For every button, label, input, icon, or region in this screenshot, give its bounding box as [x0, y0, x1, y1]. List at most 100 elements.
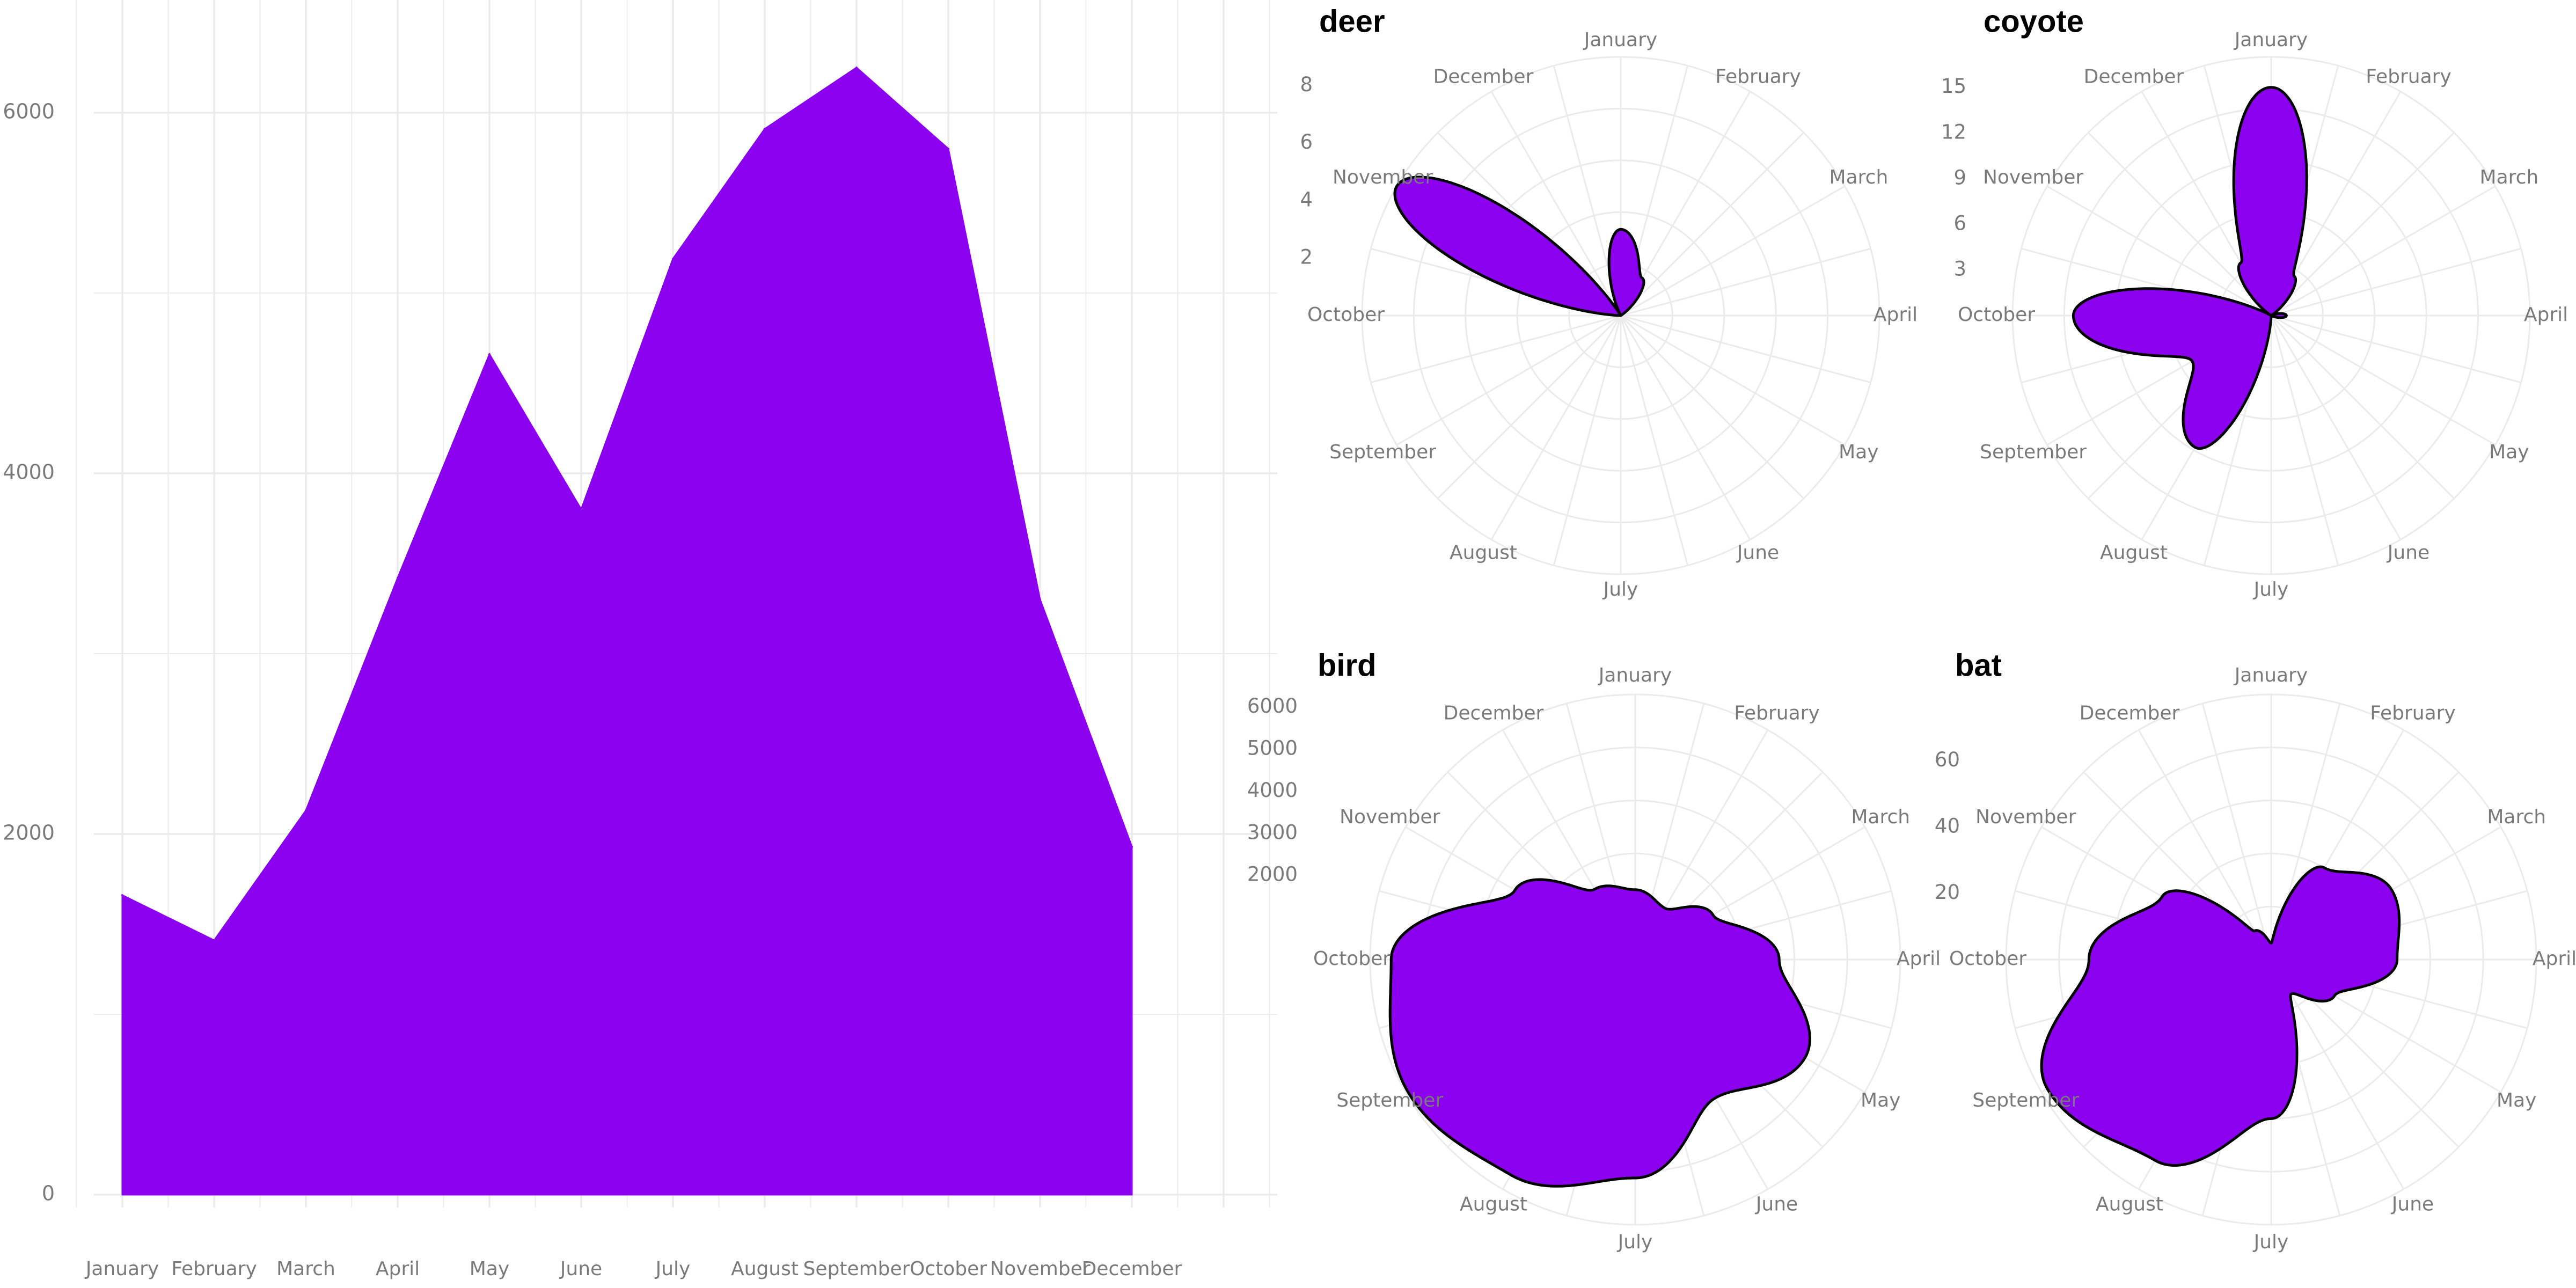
x-tick-label: July: [655, 1258, 691, 1280]
r-tick-label: 6: [1953, 211, 1966, 235]
data-point: [2088, 958, 2090, 961]
polar-spoke: [2270, 132, 2455, 317]
month-label: August: [1450, 541, 1517, 564]
polar-chart-bird: January February March April May June July Augu…: [1247, 648, 1941, 1253]
month-label: July: [2253, 579, 2289, 601]
data-point: [2194, 447, 2196, 448]
x-tick-label: June: [559, 1258, 602, 1280]
month-label: August: [1460, 1193, 1527, 1215]
data-point: [1131, 845, 1133, 848]
r-tick-label: 15: [1941, 75, 1966, 98]
polar-spoke: [1620, 315, 1751, 540]
data-point: [672, 258, 674, 260]
x-tick-label: March: [276, 1258, 335, 1280]
data-point: [1593, 888, 1596, 890]
polar-spoke: [1620, 185, 1846, 317]
area-chart: 0 2000 4000 6000 January February March April Ma…: [3, 0, 1277, 1280]
r-tick-label: 40: [1935, 815, 1960, 838]
data-point: [2270, 314, 2272, 317]
data-point: [1407, 1090, 1409, 1092]
month-label: November: [1333, 166, 1433, 188]
y-tick-label: 4000: [3, 460, 55, 484]
r-tick-label: 3: [1953, 257, 1966, 280]
r-tick-label: 6: [1300, 130, 1313, 153]
polar-spoke: [1620, 247, 1871, 317]
data-point: [2290, 993, 2292, 995]
panel-title: coyote: [1984, 4, 2084, 39]
data-point: [2046, 1088, 2048, 1090]
polar-spoke: [1490, 315, 1622, 540]
data-point: [2270, 1117, 2272, 1119]
month-label: May: [2497, 1089, 2536, 1111]
data-point: [2396, 958, 2398, 961]
data-point: [305, 809, 307, 812]
data-point: [1634, 1177, 1636, 1179]
data-point: [1039, 598, 1041, 601]
month-label: May: [1861, 1089, 1900, 1111]
y-tick-label: 6000: [3, 100, 55, 123]
month-label: November: [1975, 806, 2076, 828]
data-point: [1620, 314, 1622, 317]
data-point: [1390, 958, 1392, 961]
r-tick-label: 2000: [1247, 863, 1298, 886]
x-tick-label: February: [171, 1258, 257, 1280]
month-label: September: [1336, 1089, 1443, 1111]
month-label: January: [2234, 664, 2308, 686]
polar-spoke: [1371, 314, 1621, 384]
month-label: October: [1958, 304, 2035, 326]
rose-series-deer: [1393, 175, 1645, 317]
month-label: June: [1736, 541, 1779, 564]
r-tick-label: 4000: [1247, 779, 1298, 802]
r-tick-label: 20: [1935, 881, 1960, 904]
polar-spoke: [2088, 132, 2272, 317]
x-tick-label: September: [803, 1258, 910, 1280]
month-label: August: [2096, 1193, 2163, 1215]
data-point: [2240, 262, 2242, 264]
month-label: February: [2370, 702, 2456, 724]
data-point: [1634, 889, 1636, 891]
data-point: [2270, 86, 2272, 89]
month-label: January: [1583, 29, 1657, 51]
month-label: July: [1617, 1231, 1653, 1253]
month-label: December: [2080, 702, 2180, 724]
month-label: August: [2100, 541, 2168, 564]
data-point: [213, 939, 215, 942]
polar-chart-deer: January February March April May June July Augu…: [1300, 4, 1918, 601]
data-point: [764, 128, 766, 130]
panel-title: bird: [1318, 648, 1377, 683]
month-label: December: [1433, 66, 1534, 88]
polar-spoke: [1437, 314, 1622, 499]
r-tick-label: 3000: [1247, 821, 1298, 844]
rose-series-coyote: [2072, 86, 2308, 450]
data-point: [1712, 914, 1714, 916]
polar-spoke: [1620, 314, 1871, 384]
month-label: February: [1715, 66, 1801, 88]
polar-spoke: [2138, 729, 2272, 960]
data-point: [947, 148, 949, 150]
polar-spoke: [1620, 314, 1804, 499]
data-point: [2323, 867, 2325, 869]
x-tick-label: January: [85, 1258, 159, 1280]
data-point: [2191, 360, 2193, 362]
polar-spoke: [2201, 703, 2272, 960]
polar-chart-bat: January February March April May June July Augu…: [1935, 648, 2576, 1253]
data-point: [1620, 228, 1622, 230]
r-tick-label: 4: [1300, 188, 1313, 211]
polar-spoke: [1490, 91, 1622, 316]
data-point: [1396, 185, 1398, 187]
month-label: April: [1897, 948, 1941, 970]
data-point: [855, 67, 858, 69]
month-label: January: [1598, 664, 1672, 686]
r-tick-label: 5000: [1247, 736, 1298, 759]
month-label: March: [2480, 166, 2539, 188]
month-label: March: [2487, 806, 2546, 828]
data-point: [2285, 314, 2287, 317]
polar-spoke: [1553, 315, 1622, 566]
month-label: September: [1972, 1089, 2079, 1111]
polar-spoke: [1620, 314, 1846, 446]
polar-spoke: [2271, 185, 2496, 317]
month-label: February: [1734, 702, 1820, 724]
month-label: May: [2489, 441, 2529, 463]
month-label: June: [2391, 1193, 2434, 1215]
